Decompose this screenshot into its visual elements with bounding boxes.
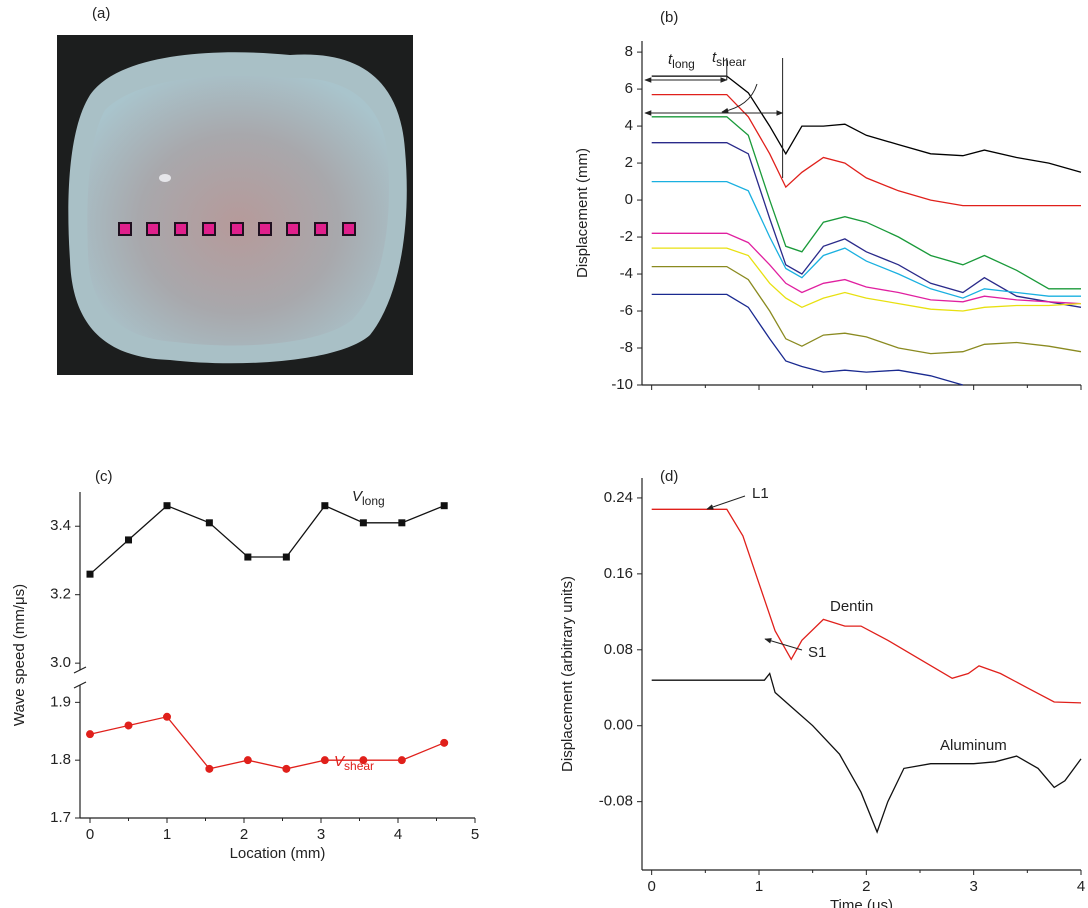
marker bbox=[359, 519, 367, 527]
x-tick-label: 1 bbox=[163, 826, 171, 843]
marker bbox=[398, 519, 406, 527]
panel-label: (c) bbox=[95, 468, 113, 485]
x-axis-title: Time (μs) bbox=[830, 897, 893, 908]
series-label: Dentin bbox=[830, 598, 873, 615]
marker bbox=[244, 553, 252, 561]
label: tshear bbox=[712, 49, 746, 69]
y-tick-label: 6 bbox=[625, 80, 633, 97]
y-axis-title: Wave speed (mm/μs) bbox=[11, 584, 28, 726]
arrow bbox=[764, 638, 803, 651]
marker bbox=[125, 536, 133, 544]
tooth-photo bbox=[57, 35, 413, 375]
y-tick-label: 8 bbox=[625, 43, 633, 60]
series-line bbox=[651, 508, 1082, 704]
marker bbox=[124, 721, 133, 730]
arrow bbox=[721, 83, 758, 114]
y-tick-label: 0 bbox=[625, 191, 633, 208]
y-tick-label: 0.16 bbox=[604, 565, 633, 582]
y-tick-label: 0.00 bbox=[604, 717, 633, 734]
series-line bbox=[651, 232, 1082, 305]
y-tick-label: 0.08 bbox=[604, 641, 633, 658]
x-tick-label: 2 bbox=[240, 826, 248, 843]
y-tick-label: 3.0 bbox=[50, 654, 71, 671]
x-tick-label: 5 bbox=[471, 826, 479, 843]
label-main: t bbox=[668, 51, 673, 68]
series-line bbox=[651, 672, 1082, 834]
label-main: V bbox=[352, 488, 364, 505]
label-main: V bbox=[334, 753, 346, 770]
series-line bbox=[89, 504, 445, 575]
y-tick-label: -4 bbox=[620, 265, 633, 282]
x-tick-label: 3 bbox=[317, 826, 325, 843]
series-line bbox=[651, 116, 1081, 290]
y-tick-label: -0.08 bbox=[599, 793, 633, 810]
x-tick-label: 3 bbox=[969, 878, 977, 895]
marker bbox=[321, 502, 329, 510]
marker bbox=[282, 764, 291, 773]
x-tick-label: 4 bbox=[1077, 878, 1085, 895]
series-line bbox=[651, 180, 1081, 299]
series-label: Aluminum bbox=[940, 737, 1007, 754]
x-tick-label: 2 bbox=[862, 878, 870, 895]
marker bbox=[163, 712, 172, 721]
label-subscript: shear bbox=[344, 759, 374, 773]
y-tick-label: -8 bbox=[620, 339, 633, 356]
x-tick-label: 0 bbox=[86, 826, 94, 843]
label: Vshear bbox=[334, 753, 374, 773]
marker bbox=[163, 502, 171, 510]
label-subscript: long bbox=[362, 494, 385, 508]
series-line bbox=[651, 247, 1082, 312]
marker bbox=[205, 519, 213, 527]
series-line bbox=[89, 716, 445, 770]
marker bbox=[86, 730, 95, 739]
axis-break bbox=[73, 666, 87, 674]
marker bbox=[397, 756, 406, 765]
marker bbox=[440, 738, 449, 747]
marker bbox=[243, 756, 252, 765]
y-tick-label: 1.7 bbox=[50, 809, 71, 826]
panel-label: (d) bbox=[660, 468, 678, 485]
marker bbox=[440, 502, 448, 510]
annotation: L1 bbox=[752, 485, 769, 502]
y-tick-label: -10 bbox=[611, 376, 633, 393]
series-line bbox=[651, 93, 1081, 207]
label: Vlong bbox=[352, 488, 385, 508]
y-tick-label: 1.9 bbox=[50, 693, 71, 710]
marker bbox=[359, 756, 368, 765]
panel-label: (a) bbox=[92, 5, 110, 22]
annotation: S1 bbox=[808, 644, 826, 661]
y-tick-label: 0.24 bbox=[604, 489, 633, 506]
marker bbox=[320, 756, 329, 765]
label-subscript: shear bbox=[716, 55, 746, 69]
y-tick-label: -2 bbox=[620, 228, 633, 245]
label-subscript: long bbox=[672, 57, 695, 71]
y-tick-label: 4 bbox=[625, 117, 633, 134]
y-tick-label: -6 bbox=[620, 302, 633, 319]
y-tick-label: 3.4 bbox=[50, 517, 71, 534]
marker bbox=[205, 764, 214, 773]
panel-label: (b) bbox=[660, 9, 678, 26]
series-line bbox=[651, 75, 1082, 173]
label-main: t bbox=[712, 49, 717, 66]
series-line bbox=[651, 265, 1082, 355]
arrow bbox=[706, 495, 746, 510]
x-tick-label: 1 bbox=[755, 878, 763, 895]
marker bbox=[86, 570, 94, 578]
series-line bbox=[651, 142, 1082, 308]
label: tlong bbox=[668, 51, 695, 71]
y-tick-label: 3.2 bbox=[50, 586, 71, 603]
x-axis-title: Location (mm) bbox=[230, 845, 326, 862]
y-tick-label: 1.8 bbox=[50, 751, 71, 768]
x-tick-label: 4 bbox=[394, 826, 402, 843]
y-axis-title: Displacement (mm) bbox=[574, 148, 591, 278]
marker bbox=[282, 553, 290, 561]
axis-break bbox=[73, 681, 87, 689]
y-axis-title: Displacement (arbitrary units) bbox=[559, 576, 576, 772]
x-tick-label: 0 bbox=[647, 878, 655, 895]
series-line bbox=[651, 293, 964, 386]
y-tick-label: 2 bbox=[625, 154, 633, 171]
